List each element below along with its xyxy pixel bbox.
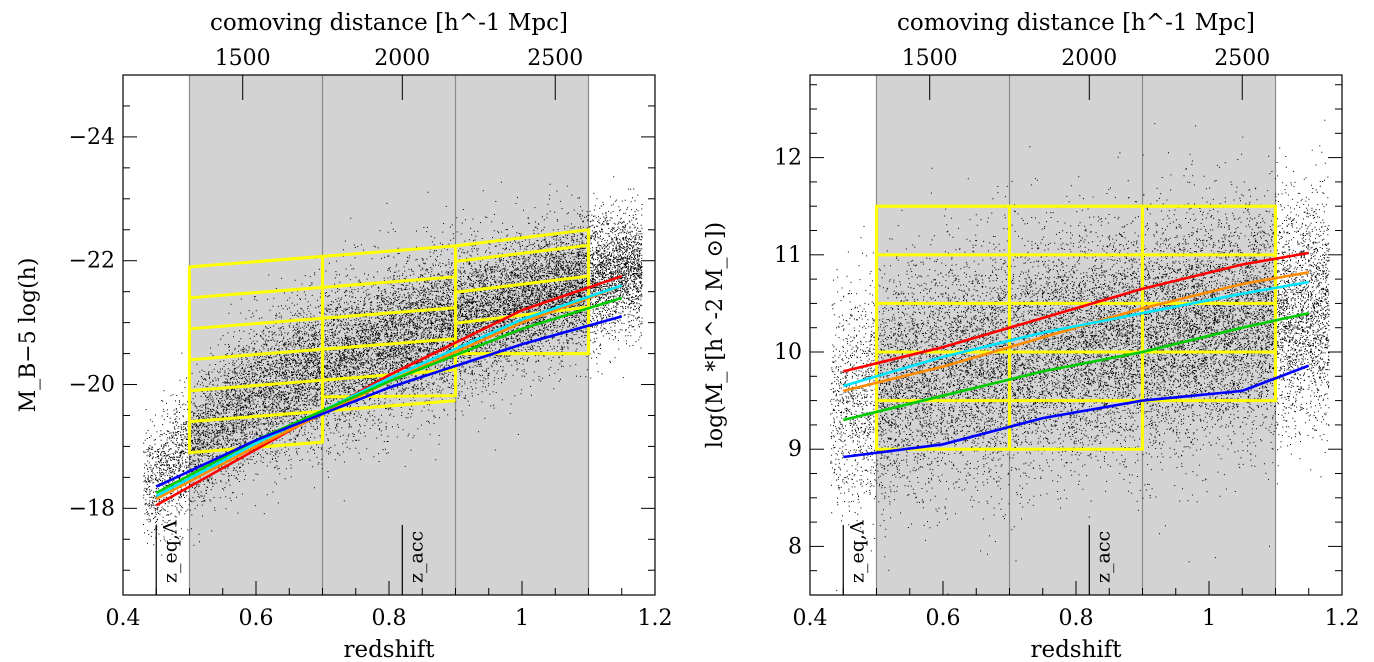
top-axis-label: comoving distance [h^-1 Mpc] <box>210 10 568 36</box>
selection-row-line-3 <box>322 337 456 351</box>
top-tick-label: 1500 <box>902 46 958 71</box>
selection-row-line-1 <box>455 243 589 263</box>
chart-panel-2: z_eq,Λ z_acc 0.4 0.6 0.8 1 1.2 1500 2000 2500 como… <box>703 10 1360 662</box>
y-tick-label: 10 <box>774 340 802 365</box>
selection-row-line-2 <box>189 316 323 331</box>
top-tick-label: 2500 <box>527 46 583 71</box>
series-line-3 <box>842 280 1310 388</box>
selection-box <box>1008 204 1144 451</box>
x-tick-label: 0.8 <box>372 606 407 631</box>
top-tick-label: 1500 <box>215 46 271 71</box>
y-axis-label: log(M_*[h^-2 M_⊙]) <box>703 222 728 448</box>
marker-label-1: z_eq,Λ <box>846 520 868 583</box>
series-line-1 <box>155 274 623 507</box>
top-tick-label: 2000 <box>374 46 430 71</box>
selection-row-line-3 <box>189 347 323 362</box>
series-line-4 <box>842 311 1310 422</box>
y-tick-label: −24 <box>69 125 115 150</box>
y-tick-label: 11 <box>774 243 802 268</box>
x-tick-label: 0.4 <box>106 606 141 631</box>
selection-row-line-3 <box>455 305 589 325</box>
x-tick-label: 0.4 <box>793 606 828 631</box>
selection-box <box>454 228 590 356</box>
selection-column-3 <box>454 228 590 356</box>
plot-area <box>830 75 1330 595</box>
series-line-3 <box>155 284 623 498</box>
x-tick-label: 1 <box>515 606 529 631</box>
galaxy-scatter <box>830 119 1330 595</box>
series-line-5 <box>843 364 1310 459</box>
top-axis-label: comoving distance [h^-1 Mpc] <box>897 10 1255 36</box>
series-line-5 <box>155 315 623 488</box>
selection-box <box>1141 204 1277 403</box>
marker-label-2: z_acc <box>405 531 427 583</box>
selection-row-line-5 <box>189 409 323 424</box>
top-tick-label: 2000 <box>1061 46 1117 71</box>
chart-panel-1: z_eq,Λ z_acc 0.4 0.6 0.8 1 1.2 1500 2000 2500 como… <box>16 10 673 662</box>
marker-label-1: z_eq,Λ <box>159 520 181 583</box>
x-tick-label: 0.6 <box>239 606 274 631</box>
y-tick-label: −22 <box>69 249 115 274</box>
x-tick-label: 0.6 <box>926 606 961 631</box>
plot-area <box>143 75 643 595</box>
y-tick-label: −18 <box>69 496 115 521</box>
x-tick-label: 1 <box>1202 606 1216 631</box>
galaxy-scatter <box>143 176 643 556</box>
marker-label-2: z_acc <box>1092 531 1114 583</box>
selection-column-2 <box>1008 204 1144 451</box>
y-axis-label: M_B−5 log(h) <box>16 258 41 413</box>
x-tick-label: 1.2 <box>1325 606 1360 631</box>
y-tick-label: −20 <box>69 373 115 398</box>
shaded-volume <box>189 75 589 595</box>
selection-row-line-1 <box>322 275 456 289</box>
x-tick-label: 1.2 <box>638 606 673 631</box>
y-tick-label: 12 <box>774 146 802 171</box>
selection-row-line-1 <box>189 285 323 300</box>
selection-row-line-2 <box>455 274 589 294</box>
top-tick-label: 2500 <box>1214 46 1270 71</box>
series-line-1 <box>842 251 1310 373</box>
series-line-4 <box>155 296 623 495</box>
selection-row-line-4 <box>189 378 323 393</box>
x-tick-label: 0.8 <box>1059 606 1094 631</box>
selection-row-line-2 <box>322 306 456 320</box>
x-axis-label: redshift <box>1030 637 1122 662</box>
selection-column-1 <box>188 254 324 455</box>
y-tick-label: 8 <box>788 534 802 559</box>
x-axis-label: redshift <box>343 637 435 662</box>
selection-row-line-5 <box>322 399 456 413</box>
selection-box <box>321 244 457 399</box>
y-tick-label: 9 <box>788 437 802 462</box>
